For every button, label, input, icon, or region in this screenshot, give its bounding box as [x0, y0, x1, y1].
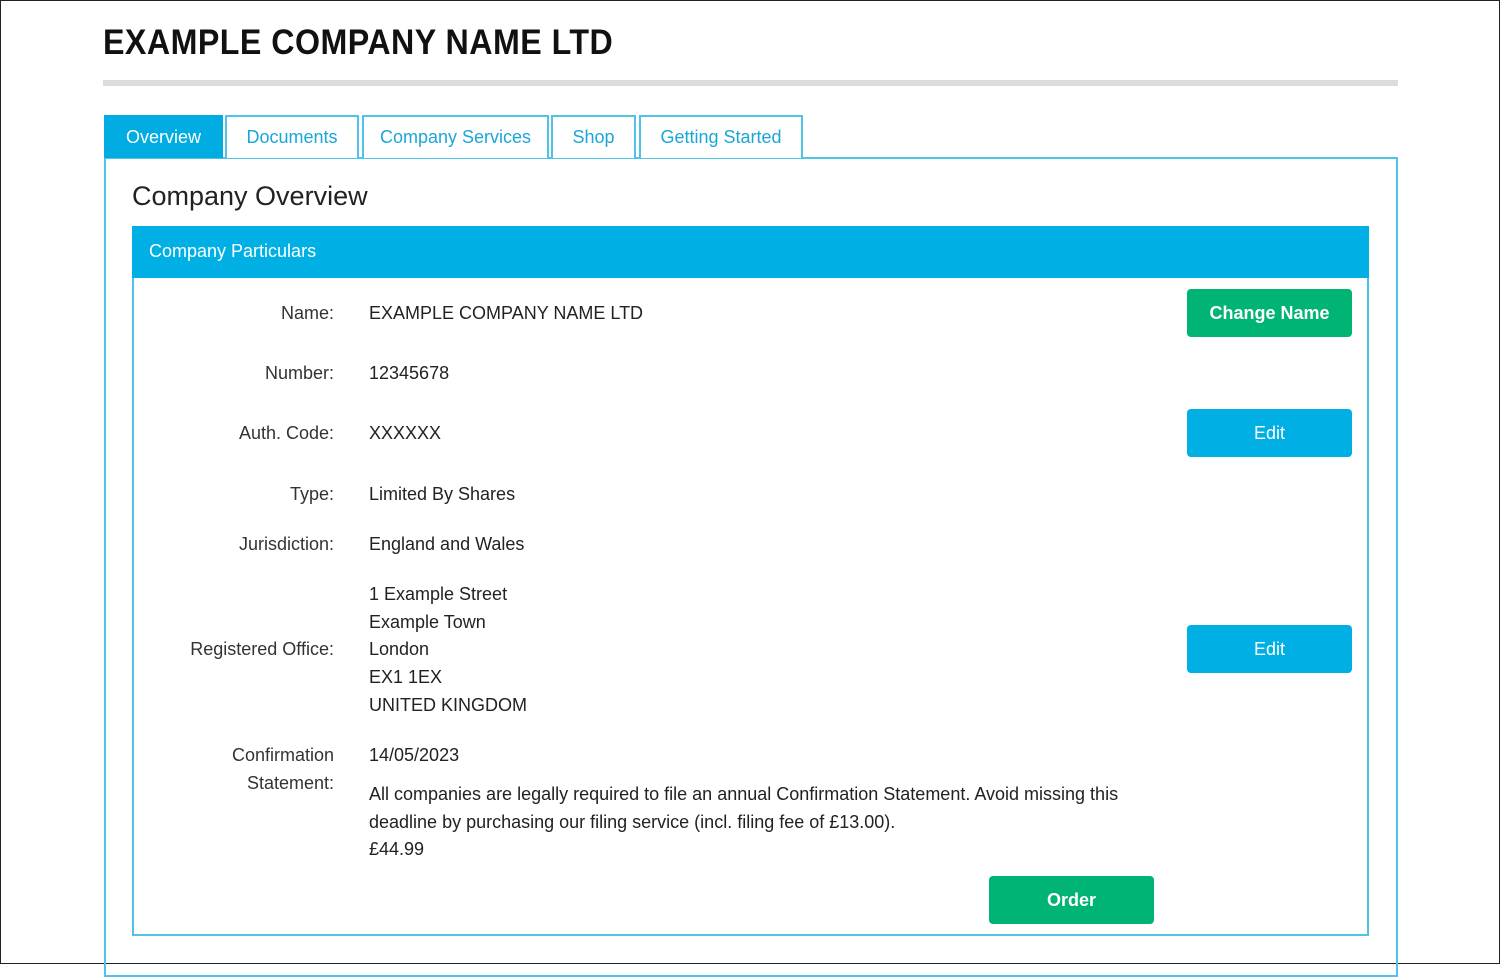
number-value: 12345678 [369, 363, 450, 383]
section-heading: Company Overview [132, 181, 368, 211]
office-line: London [369, 639, 430, 659]
order-button[interactable]: Order [989, 876, 1154, 924]
particulars-header: Company Particulars [132, 226, 1369, 278]
tab-shop[interactable]: Shop [551, 115, 636, 158]
confirmation-notice-2: deadline by purchasing our filing servic… [369, 812, 896, 832]
office-line: UNITED KINGDOM [369, 695, 528, 715]
confirmation-label: Confirmation [231, 745, 334, 765]
tab-documents[interactable]: Documents [225, 115, 359, 158]
edit-registered-office-button[interactable]: Edit [1187, 625, 1352, 673]
number-label: Number: [264, 363, 334, 383]
confirmation-price: £44.99 [369, 839, 425, 859]
edit-auth-code-button[interactable]: Edit [1187, 409, 1352, 457]
auth-code-label: Auth. Code: [238, 423, 334, 443]
name-label: Name: [280, 303, 334, 323]
auth-code-value: XXXXXX [369, 423, 442, 443]
confirmation-label-2: Statement: [246, 773, 334, 793]
type-value: Limited By Shares [369, 484, 516, 504]
page-title: EXAMPLE COMPANY NAME LTD [103, 23, 614, 62]
jurisdiction-value: England and Wales [369, 534, 525, 554]
registered-office-label: Registered Office: [190, 639, 334, 659]
tab-getting-started[interactable]: Getting Started [639, 115, 803, 158]
divider [103, 80, 1398, 86]
change-name-button[interactable]: Change Name [1187, 289, 1352, 337]
office-line: 1 Example Street [369, 584, 508, 604]
name-value: EXAMPLE COMPANY NAME LTD [369, 303, 644, 323]
tab-company-services[interactable]: Company Services [362, 115, 549, 158]
type-label: Type: [289, 484, 334, 504]
office-line: EX1 1EX [369, 667, 443, 687]
tab-overview[interactable]: Overview [104, 115, 223, 158]
confirmation-notice: All companies are legally required to fi… [369, 784, 1119, 804]
office-line: Example Town [369, 612, 486, 632]
jurisdiction-label: Jurisdiction: [238, 534, 334, 554]
confirmation-date: 14/05/2023 [369, 745, 460, 765]
